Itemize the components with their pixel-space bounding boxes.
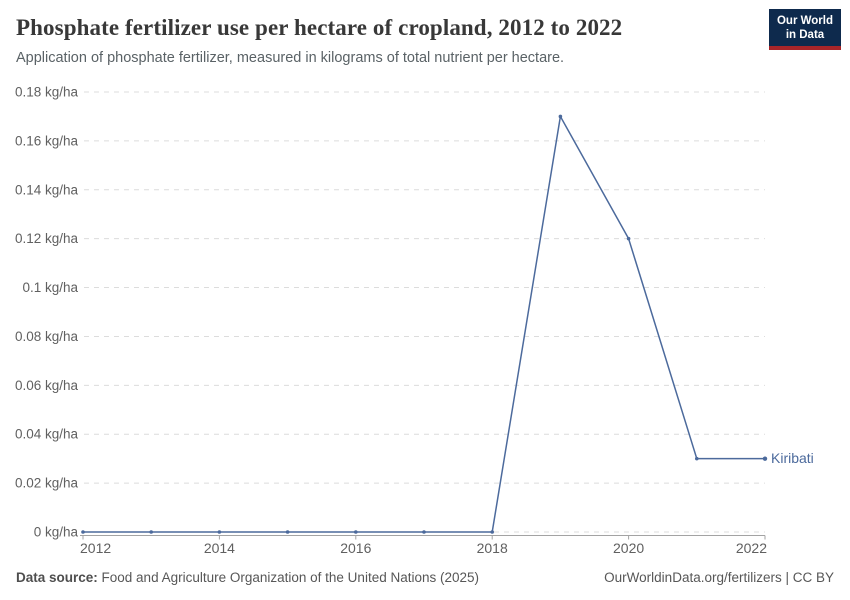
data-point[interactable] (422, 530, 426, 534)
x-tick-label: 2012 (80, 540, 111, 556)
data-point[interactable] (285, 530, 290, 534)
data-source-text: Food and Agriculture Organization of the… (97, 570, 480, 585)
y-tick-label: 0.18 kg/ha (15, 85, 79, 100)
x-tick-label: 2016 (340, 540, 371, 556)
y-tick-label: 0.16 kg/ha (15, 133, 79, 148)
data-point[interactable] (217, 530, 222, 534)
x-tick-label: 2014 (204, 540, 235, 556)
x-tick-label: 2022 (736, 540, 767, 556)
data-point[interactable] (558, 114, 563, 119)
y-tick-label: 0.04 kg/ha (15, 427, 79, 442)
chart-subtitle: Application of phosphate fertilizer, mea… (16, 50, 565, 66)
y-tick-label: 0.02 kg/ha (15, 476, 79, 491)
data-point[interactable] (626, 236, 631, 241)
data-point[interactable] (695, 456, 699, 461)
data-line[interactable] (83, 115, 765, 533)
data-point[interactable] (81, 530, 85, 534)
data-point[interactable] (490, 530, 495, 534)
y-tick-label: 0.12 kg/ha (15, 231, 79, 246)
chart-header: Phosphate fertilizer use per hectare of … (16, 14, 750, 66)
y-tick-label: 0 kg/ha (34, 525, 79, 540)
y-tick-label: 0.08 kg/ha (15, 329, 79, 344)
data-source: Data source: Food and Agriculture Organi… (16, 570, 479, 585)
chart-footer: Data source: Food and Agriculture Organi… (16, 570, 834, 585)
data-point[interactable] (149, 530, 153, 534)
owid-logo[interactable]: Our World in Data (769, 9, 841, 50)
chart-svg: 0 kg/ha 0.02 kg/ha 0.04 kg/ha 0.06 kg/ha 0.0… (15, 85, 814, 557)
data-point[interactable] (354, 530, 358, 534)
x-tick-label: 2020 (613, 540, 644, 556)
owid-logo-line2: in Data (785, 29, 825, 41)
data-point[interactable] (762, 456, 768, 461)
y-tick-label: 0.1 kg/ha (22, 280, 78, 295)
y-tick-label: 0.14 kg/ha (15, 182, 79, 197)
owid-logo-line1: Our World (776, 15, 833, 27)
data-source-label: Data source: (16, 570, 98, 585)
chart-title: Phosphate fertilizer use per hectare of … (16, 15, 623, 40)
plot-area: 0 kg/ha 0.02 kg/ha 0.04 kg/ha 0.06 kg/ha 0.0… (0, 85, 850, 560)
series-label[interactable]: Kiribati (771, 450, 814, 466)
license-link[interactable]: OurWorldinData.org/fertilizers | CC BY (604, 570, 834, 585)
y-tick-label: 0.06 kg/ha (15, 378, 79, 393)
x-tick-label: 2018 (477, 540, 508, 556)
